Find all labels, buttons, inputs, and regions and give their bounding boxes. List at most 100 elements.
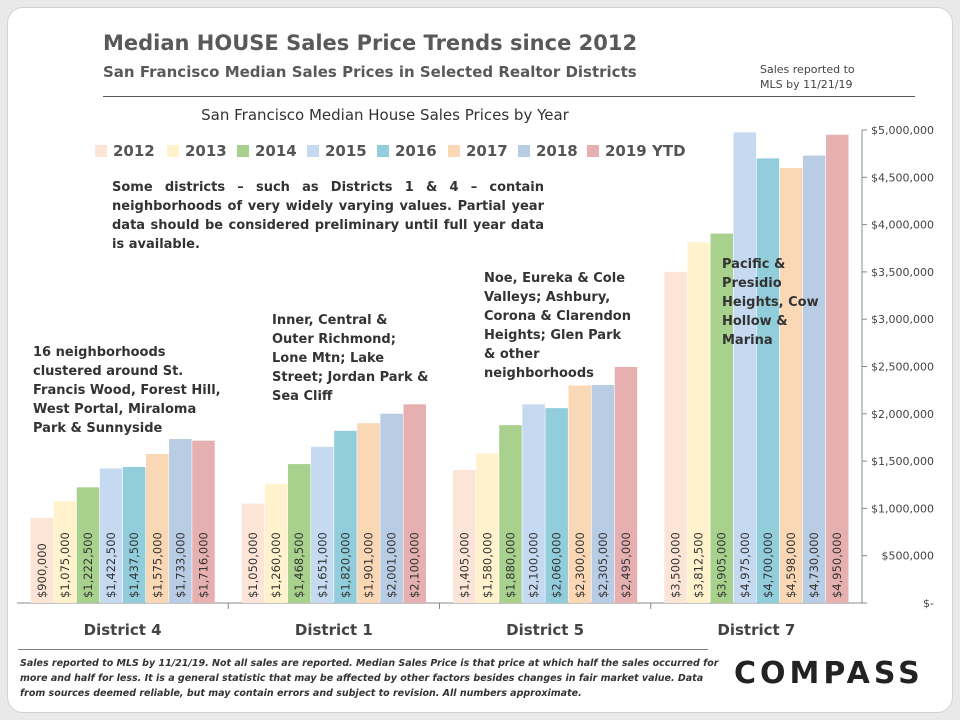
legend-swatch bbox=[95, 145, 107, 157]
y-tick-label: $500,000 bbox=[882, 550, 935, 563]
bar bbox=[710, 233, 733, 603]
compass-logo: COMPASS bbox=[734, 656, 924, 691]
bar-value-label: $4,975,000 bbox=[738, 532, 752, 598]
y-tick-label: $1,000,000 bbox=[871, 502, 934, 515]
legend-label: 2015 bbox=[325, 142, 367, 160]
bar bbox=[76, 487, 100, 603]
page-subtitle: San Francisco Median Sales Prices in Sel… bbox=[103, 63, 637, 81]
y-tick-label: $5,000,000 bbox=[871, 124, 934, 137]
bar-value-label: $2,060,000 bbox=[550, 532, 564, 598]
legend-swatch bbox=[307, 145, 319, 157]
bar-value-label: $1,575,000 bbox=[150, 532, 164, 598]
page-title: Median HOUSE Sales Price Trends since 20… bbox=[103, 31, 638, 55]
y-tick-label: $3,000,000 bbox=[871, 313, 934, 326]
bar-value-label: $1,733,000 bbox=[173, 532, 187, 598]
legend-swatch bbox=[587, 145, 599, 157]
legend-item-2012: 2012 bbox=[95, 142, 155, 164]
bar bbox=[802, 155, 826, 604]
y-tick-label: $2,000,000 bbox=[871, 408, 934, 421]
bar bbox=[380, 413, 403, 603]
bar-value-label: $1,580,000 bbox=[480, 532, 494, 598]
legend-item-2019-ytd: 2019 YTD bbox=[587, 142, 686, 164]
bar-value-label: $4,730,000 bbox=[807, 532, 821, 598]
chart-title: San Francisco Median House Sales Prices … bbox=[201, 106, 569, 124]
footer-disclaimer: Sales reported to MLS by 11/21/19. Not a… bbox=[20, 658, 719, 699]
bar-value-label: $4,700,000 bbox=[761, 532, 775, 598]
bar-value-label: $1,437,500 bbox=[127, 532, 141, 598]
bar bbox=[192, 440, 215, 603]
bar-value-label: $1,651,000 bbox=[315, 532, 329, 598]
legend-item-2016: 2016 bbox=[377, 142, 437, 164]
legend-item-2014: 2014 bbox=[237, 142, 297, 164]
legend-swatch bbox=[377, 145, 389, 157]
bar-value-label: $2,100,000 bbox=[408, 532, 422, 598]
category-label: District 7 bbox=[717, 621, 795, 639]
legend-label: 2012 bbox=[113, 142, 155, 160]
bar bbox=[453, 470, 476, 603]
bar-value-label: $4,950,000 bbox=[830, 532, 844, 598]
category-label: District 1 bbox=[295, 621, 373, 639]
chart-note: Some districts – such as Districts 1 & 4… bbox=[112, 180, 544, 252]
legend-item-2018: 2018 bbox=[518, 142, 578, 164]
bar-value-label: $2,100,000 bbox=[527, 532, 541, 598]
district-1-annotation: Inner, Central & Outer Richmond; Lone Mt… bbox=[272, 313, 429, 404]
bar bbox=[53, 501, 77, 603]
bar bbox=[664, 271, 687, 603]
legend-label: 2019 YTD bbox=[605, 142, 686, 160]
bar-value-label: $1,820,000 bbox=[338, 532, 352, 598]
category-label: District 4 bbox=[84, 621, 162, 639]
bar-value-label: $4,598,000 bbox=[784, 532, 798, 598]
bar-value-label: $3,500,000 bbox=[669, 532, 683, 598]
y-tick-label: $1,500,000 bbox=[871, 455, 934, 468]
bar-value-label: $2,495,000 bbox=[619, 532, 633, 598]
legend-item-2017: 2017 bbox=[448, 142, 508, 164]
y-tick-label: $4,000,000 bbox=[871, 219, 934, 232]
legend-swatch bbox=[518, 145, 530, 157]
legend-swatch bbox=[237, 145, 249, 157]
legend-label: 2016 bbox=[395, 142, 437, 160]
legend-label: 2013 bbox=[185, 142, 227, 160]
bar-value-label: $1,075,000 bbox=[58, 532, 72, 598]
district-5-annotation: Noe, Eureka & Cole Valleys; Ashbury, Cor… bbox=[484, 271, 631, 381]
bar bbox=[403, 404, 426, 603]
legend-label: 2017 bbox=[466, 142, 508, 160]
bar bbox=[264, 483, 288, 603]
bar bbox=[825, 134, 849, 604]
bar bbox=[687, 242, 710, 603]
district-7-annotation: Pacific & Presidio Heights, Cow Hollow &… bbox=[722, 257, 819, 348]
bar-value-label: $1,880,000 bbox=[503, 532, 517, 598]
legend-label: 2018 bbox=[536, 142, 578, 160]
bar bbox=[545, 408, 568, 603]
bar bbox=[287, 464, 311, 603]
bar bbox=[779, 168, 803, 603]
legend-item-2015: 2015 bbox=[307, 142, 367, 164]
bar-value-label: $900,000 bbox=[35, 543, 49, 598]
bar bbox=[311, 446, 334, 603]
bar bbox=[357, 423, 380, 603]
category-label: District 5 bbox=[506, 621, 584, 639]
bar bbox=[614, 366, 638, 603]
bar-value-label: $3,905,000 bbox=[715, 532, 729, 598]
y-tick-label: $- bbox=[923, 597, 934, 610]
bar bbox=[591, 384, 615, 603]
bar bbox=[169, 439, 192, 603]
y-tick-label: $4,500,000 bbox=[871, 171, 934, 184]
bar bbox=[241, 503, 265, 603]
title-rule bbox=[103, 96, 915, 97]
bar-value-label: $1,716,000 bbox=[196, 532, 210, 598]
bar-value-label: $1,901,000 bbox=[362, 532, 376, 598]
bar-value-label: $1,260,000 bbox=[269, 532, 283, 598]
legend-swatch bbox=[448, 145, 460, 157]
bar-value-label: $2,001,000 bbox=[385, 532, 399, 598]
legend-item-2013: 2013 bbox=[167, 142, 227, 164]
side-note: Sales reported to MLS by 11/21/19 bbox=[760, 63, 855, 91]
bar bbox=[146, 454, 169, 603]
footer-rule bbox=[18, 649, 708, 650]
legend-label: 2014 bbox=[255, 142, 297, 160]
bar-value-label: $1,222,500 bbox=[81, 532, 95, 598]
y-tick-label: $3,500,000 bbox=[871, 266, 934, 279]
bar bbox=[499, 425, 522, 603]
bar-value-label: $2,305,000 bbox=[596, 532, 610, 598]
bar-value-label: $1,468,500 bbox=[292, 532, 306, 598]
legend-swatch bbox=[167, 145, 179, 157]
